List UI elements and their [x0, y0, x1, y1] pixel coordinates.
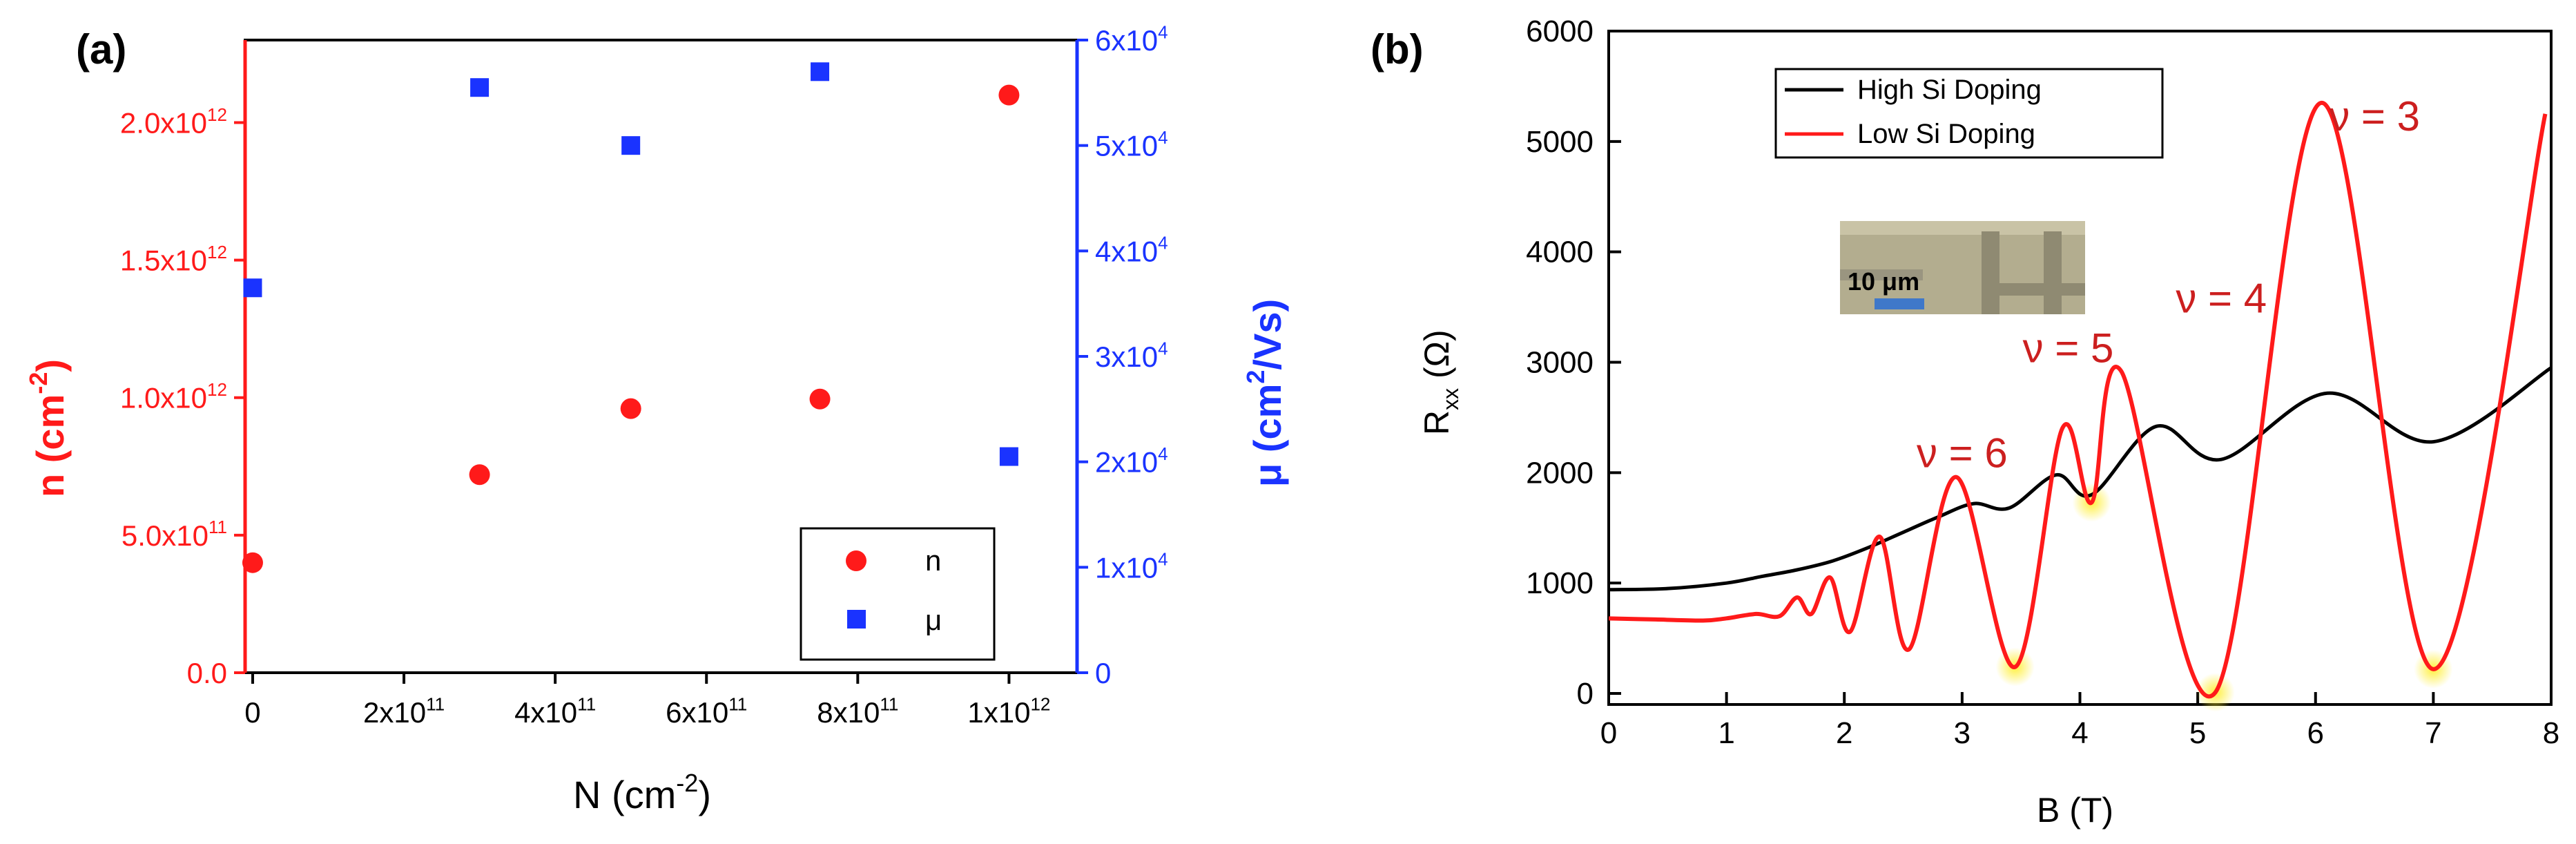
panel-a-points — [242, 62, 1020, 573]
a-x-tick-label: 0 — [244, 696, 260, 729]
panel-b-y-axis-title-sub: xx — [1438, 388, 1463, 410]
mu-data-point — [470, 78, 490, 97]
panel-b-x-axis-title: B (T) — [2037, 791, 2113, 829]
n-data-point — [469, 464, 490, 486]
panel-a-x-axis-title-text: N (cm — [573, 773, 676, 816]
low-si-doping-line — [1608, 100, 2548, 698]
panel-a-left-axis-title-end: ) — [28, 359, 72, 372]
panel-b-y-ticks: 0 1000 2000 3000 4000 5000 6000 — [1526, 15, 1621, 711]
panel-a-x-axis-title-sup: -2 — [676, 769, 698, 797]
a-left-tick-label: 0.0 — [187, 657, 227, 689]
panel-b-annotations: ν = 6 ν = 5 ν = 4 ν = 3 — [1917, 93, 2420, 477]
n-data-point — [809, 388, 831, 410]
a-right-tick-label: 6x104 — [1095, 21, 1168, 57]
b-y-tick-label: 0 — [1577, 677, 1594, 711]
panel-b-minima-highlights — [1995, 483, 2453, 712]
a-x-tick-label: 6x1011 — [666, 693, 747, 729]
legend-label-n: n — [925, 544, 941, 577]
panel-a-right-ticks: 0 1x104 2x104 3x104 4x104 5x104 6x104 — [1077, 21, 1168, 689]
a-right-tick-label: 5x104 — [1095, 127, 1168, 162]
legend-label-low: Low Si Doping — [1857, 119, 2035, 149]
panel-a-left-axis-title: n (cm-2) — [24, 359, 72, 497]
b-x-tick-label: 1 — [1718, 716, 1734, 750]
a-x-tick-label: 8x1011 — [817, 693, 898, 729]
a-x-tick-label: 4x1011 — [514, 693, 596, 729]
mu-data-point — [243, 278, 262, 298]
panel-b-lines — [1608, 100, 2553, 698]
b-y-tick-label: 1000 — [1526, 566, 1594, 600]
b-y-tick-label: 2000 — [1526, 456, 1594, 490]
a-left-tick-label: 1.5x1012 — [120, 242, 227, 277]
panel-a-legend: n μ — [800, 527, 996, 661]
b-y-tick-label: 4000 — [1526, 236, 1594, 269]
filling-factor-label: ν = 5 — [2023, 325, 2114, 372]
panel-b-x-ticks: 0 1 2 3 4 5 6 7 8 — [1600, 692, 2559, 750]
legend-label-mu: μ — [925, 604, 942, 636]
filling-factor-label: ν = 6 — [1917, 430, 2008, 476]
panel-a-right-axis-title-text: μ (cm — [1246, 384, 1289, 487]
mu-data-point — [811, 62, 830, 81]
inset-channel — [1840, 269, 1923, 280]
a-x-tick-label: 1x1012 — [967, 693, 1050, 729]
high-si-doping-line — [1608, 366, 2553, 592]
panel-b-y-axis-title-text: R — [1417, 410, 1456, 435]
panel-a-x-axis-title-end: ) — [698, 773, 711, 816]
panel-b-label: (b) — [1371, 26, 1424, 73]
a-right-tick-label: 3x104 — [1095, 338, 1168, 373]
panel-a-left-ticks: 0.0 5.0x1011 1.0x1012 1.5x1012 2.0x1012 — [120, 104, 245, 689]
legend-square-marker — [847, 610, 866, 629]
panel-a-right-axis-title-end: /Vs) — [1246, 299, 1289, 370]
inset-hall-bar — [1999, 283, 2085, 296]
b-y-tick-label: 3000 — [1526, 346, 1594, 380]
inset-electrode-right — [2044, 231, 2062, 314]
b-x-tick-label: 8 — [2543, 716, 2559, 750]
inset-scale-bar — [1875, 298, 1924, 309]
panel-a-legend-box — [800, 527, 996, 661]
panel-a-right-axis-title: μ (cm2/Vs) — [1241, 299, 1289, 487]
panel-a-right-axis-title-sup: 2 — [1241, 370, 1270, 384]
b-x-tick-label: 7 — [2425, 716, 2441, 750]
a-left-tick-label: 2.0x1012 — [120, 104, 227, 140]
legend-circle-marker — [846, 550, 866, 571]
a-x-tick-label: 2x1011 — [363, 693, 445, 729]
panel-a-label: (a) — [76, 26, 126, 73]
legend-label-high: High Si Doping — [1857, 75, 2042, 105]
a-right-tick-label: 1x104 — [1095, 549, 1168, 584]
mu-data-point — [621, 136, 641, 155]
b-x-tick-label: 6 — [2307, 716, 2324, 750]
b-x-tick-label: 0 — [1600, 716, 1617, 750]
filling-factor-label: ν = 3 — [2329, 93, 2420, 140]
inset-scale-label: 10 μm — [1848, 267, 1919, 296]
a-left-tick-label: 1.0x1012 — [120, 379, 227, 414]
panel-b-legend: High Si Doping Low Si Doping — [1774, 68, 2164, 159]
b-y-tick-label: 6000 — [1526, 15, 1594, 48]
a-left-tick-label: 5.0x1011 — [122, 517, 227, 552]
n-data-point — [998, 84, 1020, 106]
panel-a-x-axis-title: N (cm-2) — [573, 769, 711, 816]
a-right-tick-label: 2x104 — [1095, 443, 1168, 479]
inset-micrograph: 10 μm — [1840, 221, 2085, 314]
mu-data-point — [999, 447, 1018, 466]
b-x-tick-label: 5 — [2189, 716, 2206, 750]
b-x-tick-label: 3 — [1954, 716, 1970, 750]
panel-b-y-axis-title: Rxx (Ω) — [1417, 329, 1463, 435]
b-y-tick-label: 5000 — [1526, 125, 1594, 159]
a-right-tick-label: 4x104 — [1095, 233, 1168, 268]
b-x-tick-label: 2 — [1836, 716, 1852, 750]
n-data-point — [242, 552, 263, 573]
panel-b-y-axis-title-end: (Ω) — [1417, 329, 1456, 388]
b-x-tick-label: 4 — [2071, 716, 2088, 750]
panel-b-legend-box — [1774, 68, 2164, 159]
inset-texture-band — [1840, 221, 2085, 235]
inset-electrode-left — [1982, 231, 1999, 314]
panel-a-left-axis-title-text: n (cm — [28, 394, 72, 497]
panel-a-left-axis-title-sup: -2 — [24, 372, 52, 394]
panel-a-x-ticks: 0 2x1011 4x1011 6x1011 8x1011 1x1012 — [244, 673, 1050, 729]
panel-a: (a) 0 2x1011 4x1011 6x1011 8x1011 1x1012 0.0 5… — [24, 21, 1289, 816]
n-data-point — [620, 398, 641, 419]
filling-factor-label: ν = 4 — [2176, 276, 2267, 322]
a-right-tick-label: 0 — [1095, 657, 1111, 689]
